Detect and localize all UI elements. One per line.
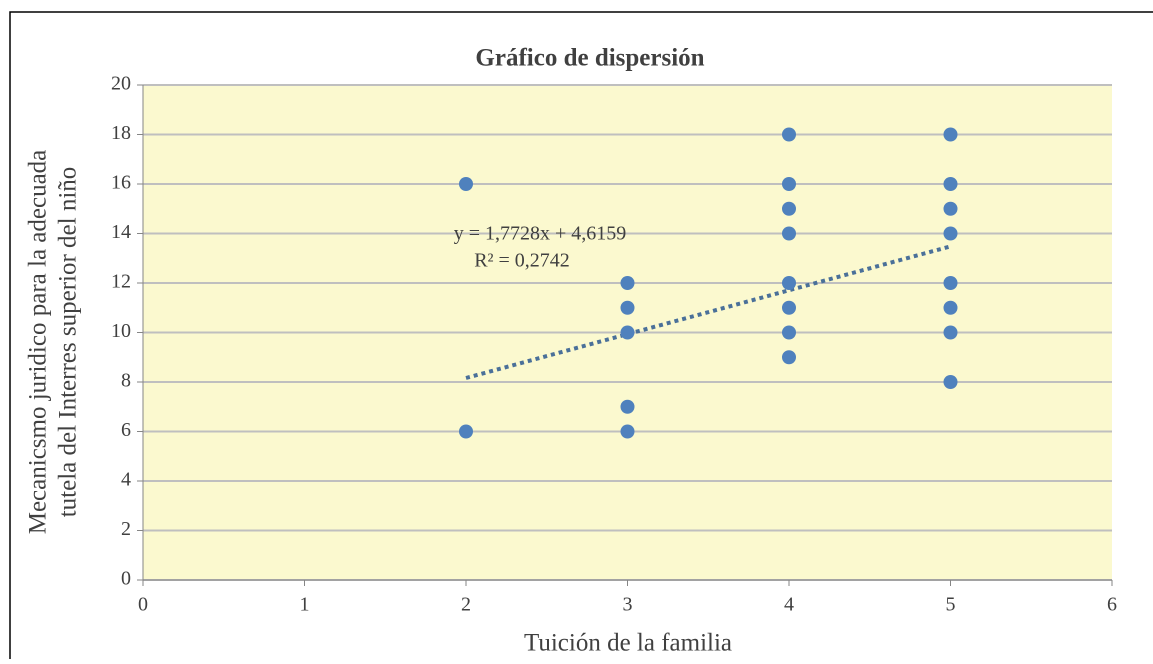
point (782, 325, 796, 340)
y-tick-label: 6 (121, 419, 131, 441)
x-tick-label: 6 (1107, 594, 1117, 616)
x-tick-label: 3 (623, 594, 633, 616)
trendline-equation: y = 1,7728x + 4,6159 (454, 223, 627, 245)
y-tick-label: 12 (111, 271, 131, 293)
point (782, 300, 796, 315)
y-tick-label: 2 (121, 518, 131, 540)
point (943, 300, 958, 315)
point (782, 201, 796, 216)
point (943, 201, 958, 216)
x-axis-label: Tuición de la familia (524, 630, 732, 657)
x-tick-label: 1 (300, 594, 310, 616)
x-tick-label: 0 (138, 594, 148, 616)
point (620, 300, 635, 315)
point (943, 177, 958, 191)
point (943, 325, 958, 340)
point (782, 177, 796, 191)
y-tick-label: 18 (111, 122, 131, 144)
point (620, 424, 635, 439)
point (782, 350, 796, 365)
y-axis-label: tutela del Interres superior del niño (55, 167, 82, 518)
x-tick-label: 4 (784, 594, 794, 616)
point (782, 127, 796, 142)
point (943, 375, 958, 389)
point (620, 325, 635, 340)
point (782, 226, 796, 241)
point (459, 424, 473, 439)
point (620, 276, 635, 290)
y-tick-label: 14 (111, 221, 131, 243)
point (782, 276, 796, 290)
trendline-r2: R² = 0,2742 (474, 250, 570, 272)
y-tick-label: 10 (111, 320, 131, 342)
y-axis-label: Mecanicsmo juridico para la adecuada (25, 150, 52, 535)
point (943, 127, 958, 142)
y-tick-label: 0 (121, 568, 131, 590)
y-tick-label: 8 (121, 370, 131, 392)
y-tick-label: 16 (111, 172, 131, 194)
point (943, 276, 958, 290)
x-tick-label: 5 (946, 594, 956, 616)
trendline (465, 244, 952, 380)
chart-title: Gráfico de dispersión (475, 45, 704, 72)
y-tick-label: 20 (111, 73, 131, 95)
point (943, 226, 958, 241)
point (459, 177, 473, 191)
y-tick-label: 4 (121, 469, 131, 491)
point (620, 399, 635, 414)
x-tick-label: 2 (461, 594, 471, 616)
